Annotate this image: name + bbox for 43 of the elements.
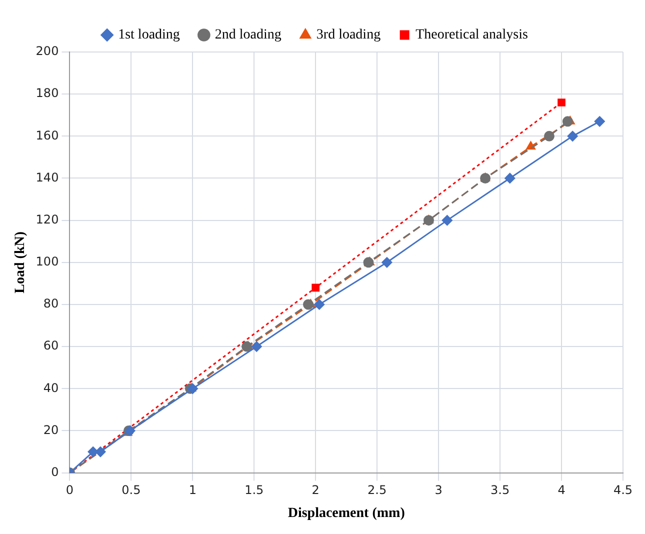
point bbox=[442, 215, 452, 226]
y-tick-label: 120 bbox=[36, 212, 59, 226]
point bbox=[504, 172, 516, 184]
y-tick-label: 160 bbox=[36, 128, 59, 142]
point bbox=[251, 341, 262, 352]
point bbox=[382, 257, 392, 268]
y-tick-label: 80 bbox=[43, 296, 59, 311]
x-tick-label: 0.5 bbox=[122, 483, 141, 498]
y-tick-label: 60 bbox=[43, 338, 59, 353]
point bbox=[363, 257, 374, 268]
point bbox=[544, 130, 554, 142]
point bbox=[314, 299, 325, 310]
x-tick-label: 2.5 bbox=[368, 483, 387, 498]
x-tick-label: 3 bbox=[434, 483, 442, 498]
legend-label: 1st loading bbox=[118, 28, 180, 43]
x-tick-label: 3.5 bbox=[490, 483, 510, 498]
point bbox=[88, 446, 98, 458]
legend-label: 2nd loading bbox=[214, 28, 282, 43]
y-tick-label: 180 bbox=[36, 86, 59, 100]
point bbox=[558, 98, 566, 106]
legend-label: 3rd loading bbox=[316, 28, 381, 43]
point bbox=[567, 130, 578, 142]
point bbox=[562, 116, 573, 127]
y-tick-label: 140 bbox=[36, 170, 59, 184]
point bbox=[312, 284, 320, 292]
x-tick-label: 0 bbox=[66, 483, 74, 498]
x-tick-label: 1.5 bbox=[244, 483, 264, 498]
x-tick-label: 2 bbox=[312, 483, 320, 498]
y-tick-label: 100 bbox=[36, 254, 59, 269]
legend-label: Theoretical analysis bbox=[416, 28, 528, 43]
x-axis-title: Displacement (mm) bbox=[288, 506, 406, 522]
point bbox=[95, 446, 106, 458]
point bbox=[423, 215, 434, 226]
y-tick-label: 40 bbox=[43, 380, 59, 395]
x-tick-label: 4.5 bbox=[613, 483, 633, 498]
y-axis-title: Load (kN) bbox=[13, 231, 28, 294]
x-tick-label: 4 bbox=[558, 483, 566, 498]
point bbox=[302, 299, 314, 310]
x-tick-label: 1 bbox=[188, 483, 196, 498]
point bbox=[594, 116, 605, 127]
y-tick-label: 200 bbox=[36, 44, 59, 58]
y-tick-label: 20 bbox=[43, 422, 59, 437]
y-tick-label: 0 bbox=[51, 464, 59, 479]
